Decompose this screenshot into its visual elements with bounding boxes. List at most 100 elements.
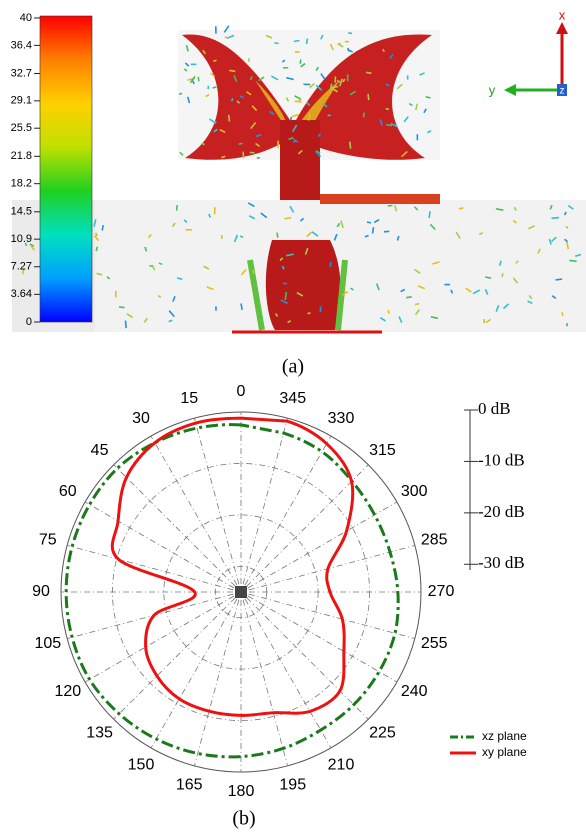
vector-arrow: [233, 234, 239, 243]
vector-arrow: [390, 122, 398, 128]
vector-arrow: [306, 231, 313, 238]
vector-arrow: [337, 42, 341, 46]
vector-arrow: [563, 211, 567, 216]
vector-arrow: [564, 238, 568, 243]
spoke: [246, 597, 369, 720]
spoke: [113, 597, 236, 720]
angle-label: 195: [279, 776, 306, 793]
vector-arrow: [287, 320, 292, 324]
vector-arrow: [485, 276, 492, 279]
angle-label: 165: [176, 776, 203, 793]
vector-arrow: [336, 222, 341, 228]
vector-arrow: [501, 273, 504, 278]
spoke: [67, 593, 234, 639]
vector-arrow: [285, 253, 294, 257]
vector-arrow: [270, 75, 279, 81]
vector-arrow: [338, 43, 344, 48]
angle-label: 255: [421, 635, 448, 652]
vector-arrow: [291, 124, 298, 133]
vector-arrow: [349, 90, 356, 96]
vector-arrow: [549, 204, 553, 210]
vector-arrow: [168, 319, 173, 323]
vector-arrow: [565, 225, 569, 230]
feed-line: [265, 240, 341, 330]
vector-arrow: [401, 150, 408, 158]
vector-arrow: [276, 232, 279, 238]
vector-arrow: [197, 76, 200, 82]
angle-label: 75: [39, 531, 57, 548]
colorbar-label: 3.64: [11, 288, 32, 300]
vector-arrow: [157, 294, 162, 299]
caption: (b): [232, 808, 255, 830]
colorbar-label: 25.5: [11, 122, 32, 134]
vector-arrow: [317, 133, 322, 138]
vector-arrow: [24, 242, 28, 247]
angle-label: 105: [34, 635, 61, 652]
spoke: [150, 598, 238, 749]
center: [235, 586, 247, 598]
vector-arrow: [233, 75, 238, 82]
vector-arrow: [184, 62, 190, 67]
vector-arrow: [548, 238, 552, 245]
vector-arrow: [284, 216, 292, 220]
vector-arrow: [320, 73, 326, 80]
vector-arrow: [300, 62, 306, 68]
legend-label: xz plane: [482, 729, 527, 743]
vector-arrow: [455, 231, 461, 239]
vector-arrow: [575, 253, 582, 258]
vector-arrow: [366, 221, 372, 224]
vector-arrow: [432, 261, 440, 265]
angle-label: 225: [369, 725, 396, 742]
vector-arrow: [495, 304, 500, 312]
vector-arrow: [203, 265, 210, 270]
vector-arrow: [95, 246, 99, 252]
vector-arrow: [423, 108, 427, 114]
vector-arrow: [239, 235, 244, 239]
vector-arrow: [566, 241, 569, 250]
vector-arrow: [341, 290, 349, 296]
vector-arrow: [315, 84, 323, 91]
vector-arrow: [239, 95, 244, 99]
spoke: [247, 595, 398, 683]
db-scale-label: 0 dB: [478, 399, 511, 418]
vector-arrow: [179, 151, 184, 156]
vector-arrow: [284, 291, 288, 300]
angle-label: 345: [279, 390, 306, 407]
vector-arrow: [400, 288, 406, 293]
vector-arrow: [365, 71, 372, 75]
spoke: [194, 418, 240, 585]
angle-label: 45: [91, 442, 109, 459]
axis-label: y: [489, 82, 496, 97]
vector-arrow: [396, 83, 403, 90]
vector-arrow: [258, 76, 265, 82]
vector-arrow: [126, 313, 134, 319]
vector-arrow: [178, 92, 183, 95]
angle-label: 285: [421, 531, 448, 548]
stem: [280, 120, 320, 200]
angle-label: 135: [86, 725, 113, 742]
vector-arrow: [427, 130, 432, 134]
vector-arrow: [333, 233, 338, 241]
vector-arrow: [213, 128, 218, 133]
colorbar-label: 40: [20, 12, 32, 24]
vector-arrow: [398, 316, 403, 324]
vector-arrow: [294, 100, 302, 103]
vector-arrow: [551, 216, 560, 220]
vector-arrow: [286, 76, 294, 81]
vector-arrow: [292, 140, 297, 143]
vector-arrow: [223, 25, 230, 33]
vector-arrow: [389, 54, 394, 60]
vector-arrow: [385, 83, 390, 87]
spoke: [113, 464, 236, 587]
vector-arrow: [236, 100, 241, 104]
vector-arrow: [238, 142, 243, 145]
vector-arrow: [247, 202, 255, 208]
vector-arrow: [414, 103, 419, 111]
colorbar-label: 36.4: [11, 39, 32, 51]
vector-arrow: [96, 272, 103, 276]
vector-arrow: [144, 246, 148, 252]
series-line: [64, 423, 400, 759]
vector-arrow: [288, 136, 294, 140]
vector-arrow: [205, 93, 210, 98]
axis-label: x: [559, 7, 566, 22]
